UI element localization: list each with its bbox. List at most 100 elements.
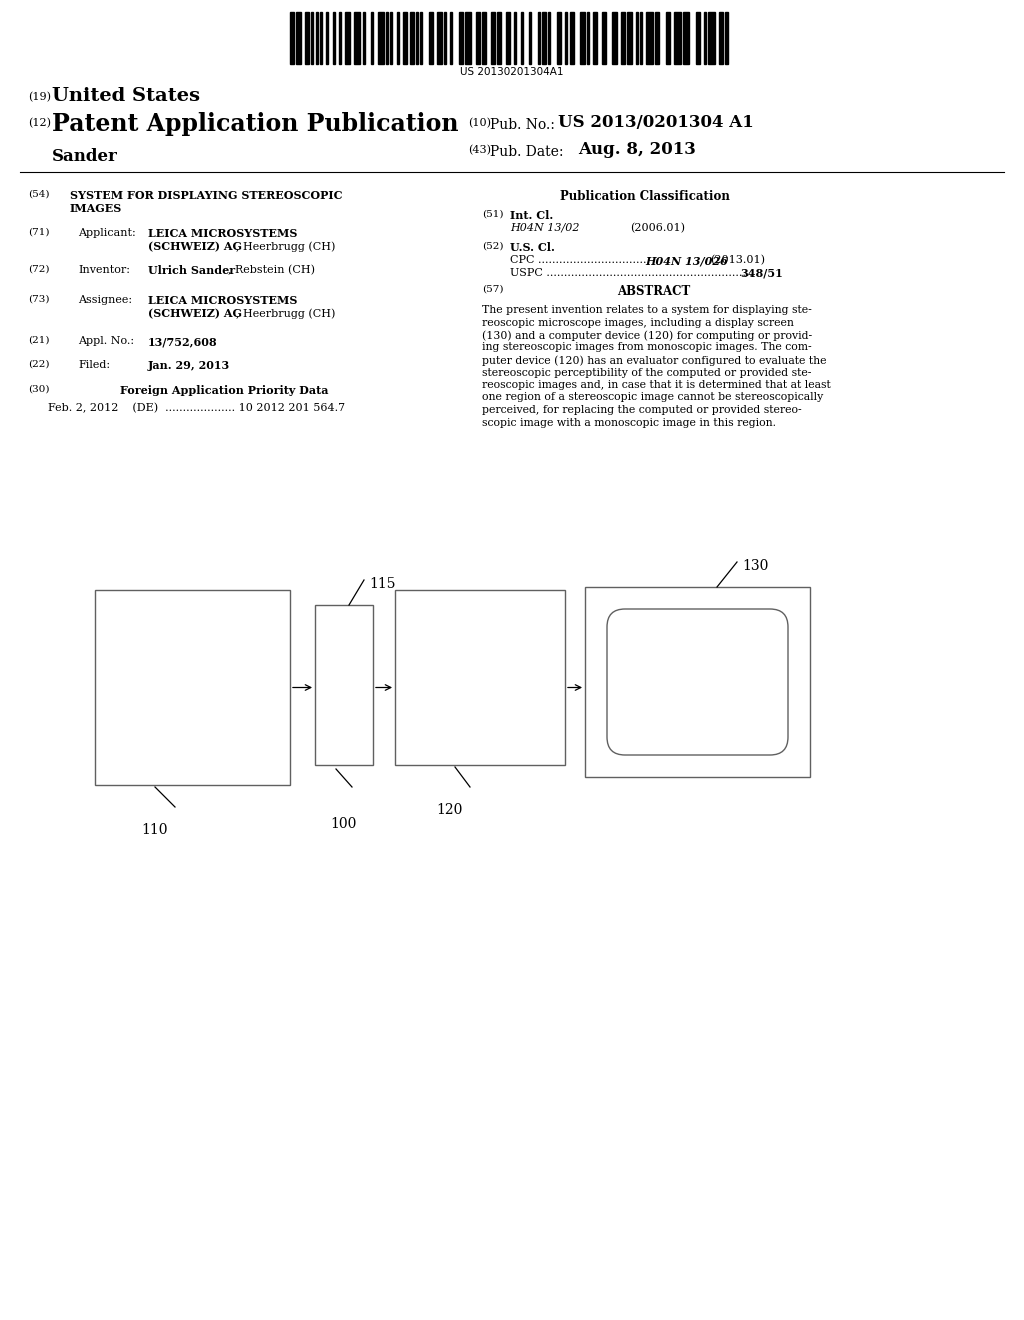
Text: scopic image with a monoscopic image in this region.: scopic image with a monoscopic image in … (482, 417, 776, 428)
Bar (621, 12, 625, 63)
Bar (705, 12, 707, 63)
Bar (396, 12, 399, 63)
Text: 13/752,608: 13/752,608 (148, 337, 218, 347)
Text: (2013.01): (2013.01) (710, 255, 765, 265)
Bar (655, 12, 659, 63)
Bar (514, 12, 516, 63)
Text: (12): (12) (28, 117, 51, 128)
Text: LEICA MICROSYSTEMS: LEICA MICROSYSTEMS (148, 294, 297, 306)
Text: US 20130201304A1: US 20130201304A1 (460, 67, 564, 77)
Text: Aug. 8, 2013: Aug. 8, 2013 (578, 141, 696, 158)
Text: , Rebstein (CH): , Rebstein (CH) (228, 265, 315, 276)
Text: (51): (51) (482, 210, 504, 219)
Text: puter device (120) has an evaluator configured to evaluate the: puter device (120) has an evaluator conf… (482, 355, 826, 366)
Bar (542, 12, 546, 63)
Bar (410, 12, 414, 63)
Text: Feb. 2, 2012    (DE)  .................... 10 2012 201 564.7: Feb. 2, 2012 (DE) .................... 1… (48, 403, 345, 413)
Text: Sander: Sander (52, 148, 118, 165)
Bar (529, 12, 531, 63)
Text: IMAGES: IMAGES (70, 203, 122, 214)
Bar (585, 587, 810, 777)
Bar (345, 12, 350, 63)
Bar (506, 12, 510, 63)
Bar (476, 12, 480, 63)
Bar (315, 12, 317, 63)
Bar (305, 12, 309, 63)
Bar (95, 590, 290, 785)
Text: Publication Classification: Publication Classification (560, 190, 730, 203)
Bar (587, 12, 589, 63)
Bar (520, 12, 522, 63)
Text: (21): (21) (28, 337, 49, 345)
Bar (636, 12, 638, 63)
Bar (386, 12, 388, 63)
Bar (390, 12, 392, 63)
Text: (22): (22) (28, 360, 49, 370)
Bar (296, 12, 301, 63)
Text: Patent Application Publication: Patent Application Publication (52, 112, 459, 136)
Text: SYSTEM FOR DISPLAYING STEREOSCOPIC: SYSTEM FOR DISPLAYING STEREOSCOPIC (70, 190, 342, 201)
Text: (73): (73) (28, 294, 49, 304)
Text: (10): (10) (468, 117, 490, 128)
Text: (54): (54) (28, 190, 49, 199)
Bar (354, 12, 360, 63)
Bar (339, 12, 341, 63)
Bar (420, 12, 422, 63)
Text: 100: 100 (331, 817, 357, 832)
Bar (490, 12, 495, 63)
Text: Pub. Date:: Pub. Date: (490, 145, 563, 158)
Bar (646, 12, 653, 63)
Text: (71): (71) (28, 228, 49, 238)
Bar (362, 12, 365, 63)
Bar (581, 12, 585, 63)
Text: , Heerbrugg (CH): , Heerbrugg (CH) (236, 242, 336, 252)
Text: (72): (72) (28, 265, 49, 275)
Text: (30): (30) (28, 385, 49, 393)
Bar (602, 12, 606, 63)
Text: CPC ................................: CPC ................................ (510, 255, 650, 265)
Text: Filed:: Filed: (78, 360, 111, 370)
Bar (437, 12, 441, 63)
Text: 130: 130 (742, 558, 768, 573)
Text: reoscopic images and, in case that it is determined that at least: reoscopic images and, in case that it is… (482, 380, 830, 389)
Text: U.S. Cl.: U.S. Cl. (510, 242, 555, 253)
Text: US 2013/0201304 A1: US 2013/0201304 A1 (558, 114, 754, 131)
Bar (640, 12, 642, 63)
Bar (395, 590, 565, 766)
Text: ABSTRACT: ABSTRACT (617, 285, 690, 298)
Text: ing stereoscopic images from monoscopic images. The com-: ing stereoscopic images from monoscopic … (482, 342, 812, 352)
Text: 115: 115 (369, 577, 395, 591)
Text: H04N 13/026: H04N 13/026 (645, 255, 728, 267)
Bar (416, 12, 418, 63)
Text: Int. Cl.: Int. Cl. (510, 210, 553, 220)
Text: (2006.01): (2006.01) (630, 223, 685, 234)
Text: Jan. 29, 2013: Jan. 29, 2013 (148, 360, 230, 371)
Text: (19): (19) (28, 92, 51, 103)
Text: H04N 13/02: H04N 13/02 (510, 223, 580, 234)
Bar (315, 605, 373, 766)
Bar (378, 12, 384, 63)
Bar (538, 12, 540, 63)
Text: , Heerbrugg (CH): , Heerbrugg (CH) (236, 308, 336, 318)
Bar (695, 12, 699, 63)
Text: Inventor:: Inventor: (78, 265, 130, 275)
Text: United States: United States (52, 87, 200, 106)
Bar (451, 12, 453, 63)
Bar (429, 12, 433, 63)
Bar (674, 12, 681, 63)
Bar (465, 12, 471, 63)
Bar (719, 12, 723, 63)
Bar (327, 12, 329, 63)
Text: Appl. No.:: Appl. No.: (78, 337, 134, 346)
Text: reoscopic microscope images, including a display screen: reoscopic microscope images, including a… (482, 318, 794, 327)
Bar (497, 12, 502, 63)
Text: Applicant:: Applicant: (78, 228, 136, 238)
Text: (SCHWEIZ) AG: (SCHWEIZ) AG (148, 242, 242, 252)
Text: Ulrich Sander: Ulrich Sander (148, 265, 236, 276)
Bar (459, 12, 463, 63)
Bar (666, 12, 670, 63)
Text: Foreign Application Priority Data: Foreign Application Priority Data (120, 385, 329, 396)
Text: (57): (57) (482, 285, 504, 294)
Bar (311, 12, 313, 63)
Text: perceived, for replacing the computed or provided stereo-: perceived, for replacing the computed or… (482, 405, 802, 414)
